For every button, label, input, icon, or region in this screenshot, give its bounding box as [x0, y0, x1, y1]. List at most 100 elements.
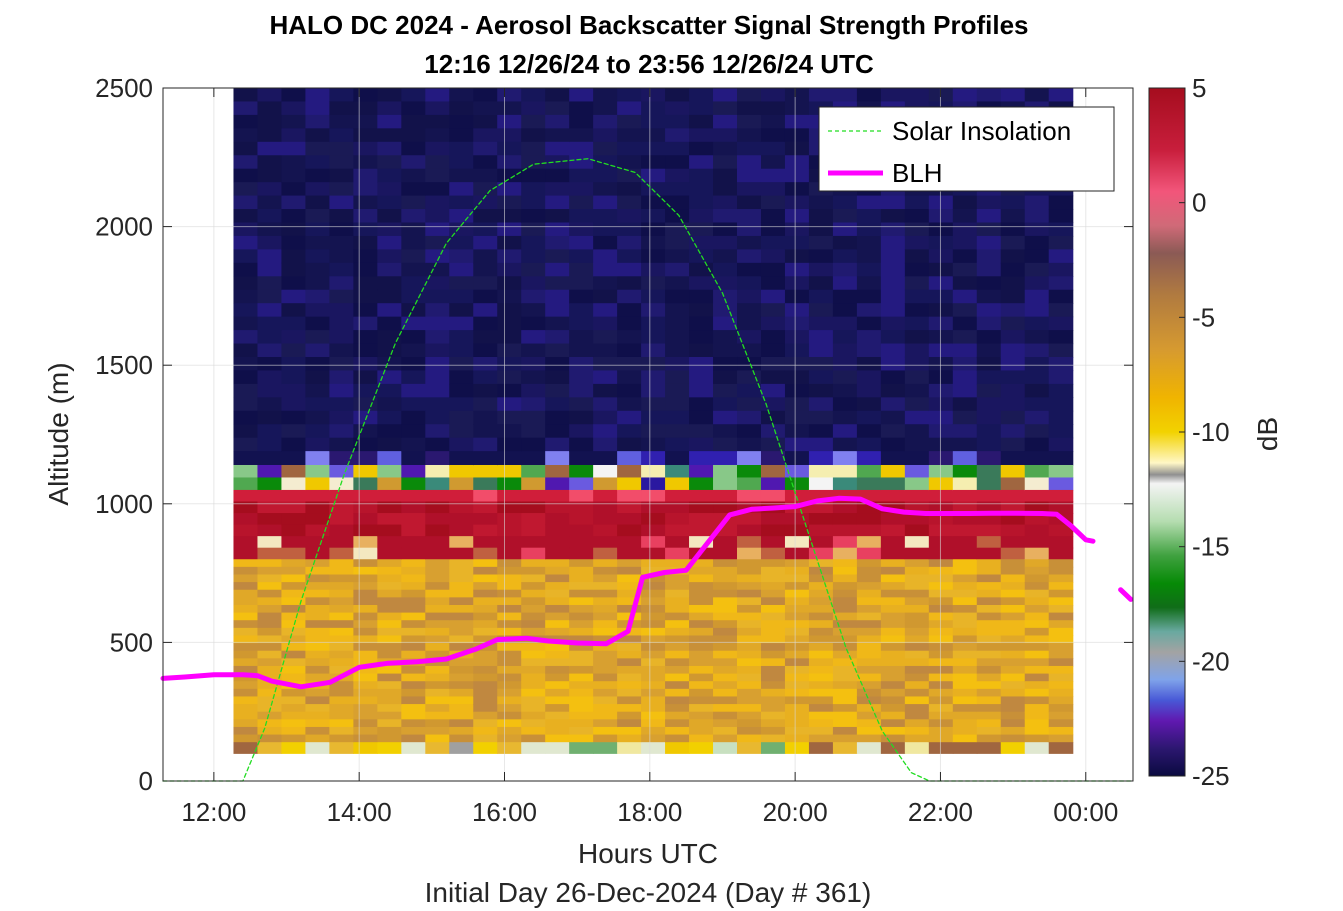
heatmap-cell — [1024, 589, 1050, 598]
heatmap-cell — [545, 303, 570, 318]
heatmap-cell — [329, 734, 354, 743]
heatmap-cell — [1024, 410, 1050, 425]
heatmap-cell — [856, 477, 882, 491]
heatmap-cell — [353, 742, 378, 754]
heatmap-cell — [808, 559, 834, 568]
heatmap-cell — [784, 688, 810, 698]
heatmap-cell — [737, 141, 762, 156]
heatmap — [233, 88, 1074, 754]
heatmap-cell — [737, 658, 762, 667]
heatmap-cell — [760, 222, 786, 237]
heatmap-cell — [928, 604, 954, 614]
heatmap-cell — [257, 513, 283, 526]
heatmap-cell — [353, 343, 378, 358]
heatmap-cell — [305, 101, 330, 116]
heatmap-cell — [737, 536, 762, 549]
heatmap-cell — [1024, 477, 1050, 491]
heatmap-cell — [377, 88, 402, 103]
heatmap-cell — [329, 658, 354, 667]
heatmap-cell — [760, 451, 786, 466]
heatmap-cell — [1000, 464, 1026, 479]
heatmap-cell — [521, 182, 546, 197]
colorbar-tick-label: -20 — [1192, 646, 1230, 676]
heatmap-cell — [976, 566, 1002, 576]
heatmap-cell — [521, 582, 546, 591]
heatmap-cell — [760, 635, 786, 644]
heatmap-cell — [593, 501, 618, 514]
heatmap-cell — [281, 589, 307, 598]
heatmap-cell — [880, 547, 906, 560]
heatmap-cell — [449, 489, 474, 503]
heatmap-cell — [521, 343, 546, 358]
heatmap-cell — [305, 370, 330, 385]
heatmap-cell — [569, 155, 594, 170]
heatmap-cell — [593, 524, 618, 537]
heatmap-cell — [233, 370, 259, 385]
heatmap-cell — [281, 477, 307, 491]
heatmap-cell — [233, 643, 259, 652]
heatmap-cell — [617, 688, 642, 698]
heatmap-cell — [545, 582, 570, 591]
heatmap-cell — [1048, 249, 1074, 264]
heatmap-cell — [928, 249, 954, 264]
heatmap-cell — [545, 719, 570, 728]
heatmap-cell — [401, 627, 426, 637]
heatmap-cell — [1000, 627, 1026, 637]
heatmap-cell — [569, 316, 594, 331]
heatmap-cell — [281, 665, 307, 675]
heatmap-cell — [1000, 665, 1026, 675]
heatmap-cell — [904, 397, 930, 412]
heatmap-cell — [952, 316, 978, 331]
heatmap-cell — [425, 141, 450, 156]
heatmap-cell — [1024, 513, 1050, 526]
heatmap-cell — [353, 88, 378, 103]
heatmap-cell — [1000, 330, 1026, 345]
heatmap-cell — [353, 356, 378, 372]
heatmap-cell — [808, 370, 834, 385]
heatmap-cell — [377, 128, 402, 143]
heatmap-cell — [928, 547, 954, 560]
heatmap-cell — [784, 222, 810, 237]
heatmap-cell — [281, 114, 307, 129]
heatmap-cell — [856, 658, 882, 667]
heatmap-cell — [1000, 597, 1026, 606]
heatmap-cell — [545, 88, 570, 103]
heatmap-cell — [569, 235, 594, 250]
heatmap-cell — [377, 222, 402, 237]
heatmap-cell — [1048, 635, 1074, 644]
heatmap-cell — [257, 101, 283, 116]
heatmap-cell — [904, 195, 930, 210]
heatmap-cell — [497, 316, 522, 331]
heatmap-cell — [257, 195, 283, 210]
heatmap-cell — [233, 612, 259, 621]
heatmap-cell — [928, 209, 954, 224]
heatmap-cell — [928, 195, 954, 210]
heatmap-cell — [257, 627, 283, 637]
heatmap-cell — [713, 627, 738, 637]
heatmap-cell — [377, 719, 402, 728]
heatmap-cell — [305, 566, 330, 576]
heatmap-cell — [449, 343, 474, 358]
heatmap-cell — [856, 262, 882, 277]
heatmap-cell — [856, 643, 882, 652]
heatmap-cell — [377, 524, 402, 537]
heatmap-cell — [497, 330, 522, 345]
heatmap-cell — [257, 289, 283, 304]
heatmap-cell — [665, 719, 690, 728]
heatmap-cell — [401, 681, 426, 690]
heatmap-cell — [593, 673, 618, 682]
heatmap-cell — [1024, 719, 1050, 728]
heatmap-cell — [473, 222, 498, 237]
heatmap-cell — [449, 289, 474, 304]
heatmap-cell — [784, 316, 810, 331]
heatmap-cell — [904, 536, 930, 549]
heatmap-cell — [760, 559, 786, 568]
heatmap-cell — [880, 235, 906, 250]
x-tick-label: 22:00 — [908, 797, 973, 827]
heatmap-cell — [353, 582, 378, 591]
heatmap-cell — [641, 536, 666, 549]
heatmap-cell — [976, 88, 1002, 103]
heatmap-cell — [449, 276, 474, 291]
heatmap-cell — [1024, 612, 1050, 621]
heatmap-cell — [880, 437, 906, 452]
